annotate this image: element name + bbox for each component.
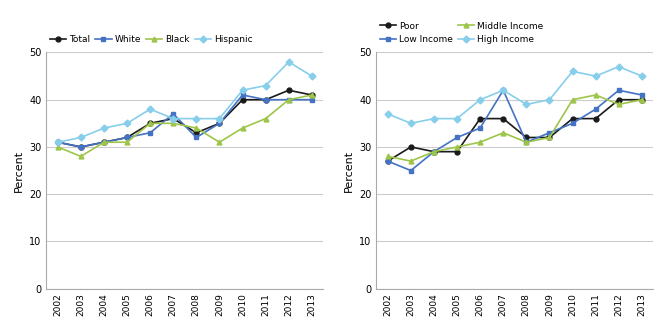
Y-axis label: Percent: Percent — [13, 150, 23, 192]
Legend: Poor, Low Income, Middle Income, High Income: Poor, Low Income, Middle Income, High In… — [376, 18, 547, 48]
Legend: Total, White, Black, Hispanic: Total, White, Black, Hispanic — [46, 31, 256, 48]
Y-axis label: Percent: Percent — [343, 150, 353, 192]
